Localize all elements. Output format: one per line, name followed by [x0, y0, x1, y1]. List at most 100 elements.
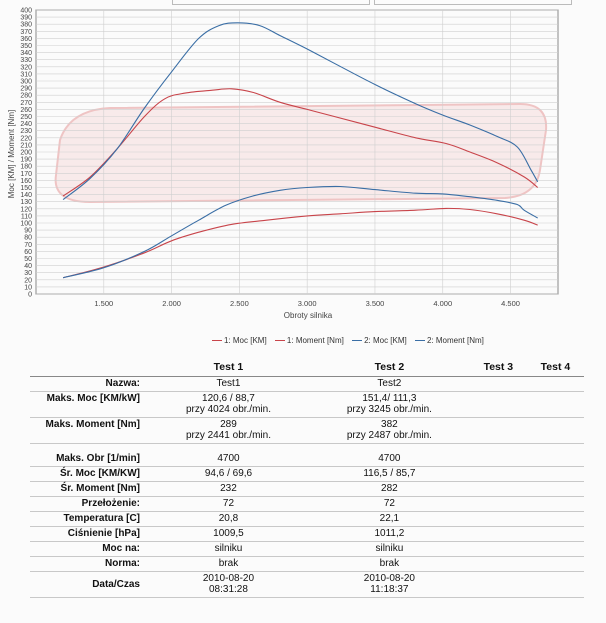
y-tick-label: 310	[20, 71, 32, 78]
cell-test-3	[469, 466, 527, 482]
cell-subvalue: przy 2487 obr./min.	[346, 430, 432, 441]
table-row: Temperatura [C] 20,8 22,1	[30, 511, 584, 527]
cell-test-3	[469, 571, 527, 598]
cell-test-1: 232	[148, 481, 309, 497]
legend-item-1: 1: Moc [KM]	[212, 336, 267, 345]
cell-subvalue: 08:31:28	[208, 584, 248, 595]
y-tick-label: 240	[20, 121, 32, 128]
y-tick-label: 30	[24, 270, 32, 277]
cell-test-4	[526, 417, 584, 444]
y-tick-label: 330	[20, 57, 32, 64]
cell-test-2: 22,1	[308, 511, 470, 527]
cell-test-1: 120,6 / 88,7 przy 4024 obr./min.	[148, 391, 309, 418]
cell-test-4	[526, 541, 584, 557]
y-tick-label: 250	[20, 114, 32, 121]
y-tick-label: 320	[20, 64, 32, 71]
cell-test-2: brak	[308, 556, 470, 572]
watermark-shape	[54, 102, 548, 204]
y-tick-label: 10	[24, 284, 32, 291]
y-tick-label: 100	[20, 221, 32, 228]
cell-test-2: 72	[308, 496, 470, 512]
header-test-3: Test 3	[469, 358, 527, 377]
results-table: Test 1 Test 2 Test 3 Test 4 Nazwa: Test1…	[30, 358, 584, 598]
cell-value: 289	[220, 419, 237, 430]
series-line-4	[62, 22, 539, 201]
cell-test-2: 151,4/ 111,3 przy 3245 obr./min.	[308, 391, 470, 418]
y-tick-label: 300	[20, 79, 32, 86]
cell-subvalue: przy 3245 obr./min.	[346, 404, 432, 415]
watermark-logo	[54, 102, 548, 204]
cell-test-4	[526, 452, 584, 467]
table-row: Maks. Moc [KM/kW] 120,6 / 88,7 przy 4024 …	[30, 391, 584, 418]
y-tick-label: 180	[20, 164, 32, 171]
cell-test-2: 382 przy 2487 obr./min.	[308, 417, 470, 444]
row-label: Temperatura [C]	[30, 511, 148, 527]
header-test-4: Test 4	[526, 358, 584, 377]
cell-test-4	[526, 496, 584, 512]
y-tick-label: 120	[20, 206, 32, 213]
cell-test-3	[469, 496, 527, 512]
legend-item-4: 2: Moment [Nm]	[414, 336, 484, 345]
cell-value: 2010-08-20	[363, 573, 415, 584]
series-line-2	[62, 88, 539, 197]
table-row: Nazwa: Test1 Test2	[30, 376, 584, 392]
cell-value: 120,6 / 88,7	[202, 393, 255, 404]
x-tick-label: 4.000	[433, 299, 452, 308]
row-label: Śr. Moment [Nm]	[30, 481, 148, 497]
cell-test-4	[526, 481, 584, 497]
row-label: Moc na:	[30, 541, 148, 557]
table-row: Ciśnienie [hPa] 1009,5 1011,2	[30, 526, 584, 542]
cell-test-1: 72	[148, 496, 309, 512]
cell-test-3	[469, 556, 527, 572]
y-tick-label: 150	[20, 185, 32, 192]
top-frame-left	[172, 0, 370, 5]
cell-test-4	[526, 526, 584, 542]
header-empty	[30, 358, 148, 377]
y-tick-label: 270	[20, 100, 32, 107]
cell-test-1: brak	[148, 556, 309, 572]
cell-test-4	[526, 511, 584, 527]
cell-test-2: 2010-08-20 11:18:37	[308, 571, 470, 598]
cell-test-4	[526, 571, 584, 598]
y-tick-label: 200	[20, 150, 32, 157]
cell-test-3	[469, 481, 527, 497]
chart-grid	[35, 9, 559, 295]
spacer-cell	[30, 444, 584, 453]
cell-test-1: silniku	[148, 541, 309, 557]
cell-value: 382	[381, 419, 398, 430]
cell-test-2: Test2	[308, 376, 470, 392]
legend-label: 1: Moment [Nm]	[286, 336, 344, 345]
series-line-1	[62, 207, 538, 279]
y-tick-label: 130	[20, 199, 32, 206]
y-tick-label: 220	[20, 135, 32, 142]
x-tick-label: 4.500	[501, 299, 520, 308]
cell-test-2: 282	[308, 481, 470, 497]
cell-test-2: 116,5 / 85,7	[308, 466, 470, 482]
cell-test-4	[526, 376, 584, 392]
cell-value: 2010-08-20	[202, 573, 255, 584]
y-axis-label: Moc [KM] / Moment [Nm]	[7, 110, 16, 198]
row-label: Przełożenie:	[30, 496, 148, 512]
cell-subvalue: przy 4024 obr./min.	[185, 404, 271, 415]
legend-item-3: 2: Moc [KM]	[352, 336, 407, 345]
cell-test-1: 1009,5	[148, 526, 309, 542]
y-tick-label: 90	[24, 228, 32, 235]
table-row: Moc na: silniku silniku	[30, 541, 584, 557]
table-row: Śr. Moment [Nm] 232 282	[30, 481, 584, 497]
chart-ticks: 0102030405060708090100110120130140150160…	[20, 8, 520, 309]
row-label: Maks. Moment [Nm]	[30, 417, 148, 444]
cell-test-1: 94,6 / 69,6	[148, 466, 309, 482]
y-tick-label: 80	[24, 235, 32, 242]
y-tick-label: 110	[21, 213, 32, 220]
x-tick-label: 2.500	[230, 299, 249, 308]
cell-test-2: 4700	[308, 452, 470, 467]
legend-label: 1: Moc [KM]	[224, 336, 267, 345]
y-tick-label: 360	[20, 36, 32, 43]
cell-test-4	[526, 556, 584, 572]
x-axis-label: Obroty silnika	[284, 311, 333, 320]
y-tick-label: 140	[20, 192, 32, 199]
cell-test-3	[469, 417, 527, 444]
y-tick-label: 170	[20, 171, 32, 178]
table-row: Przełożenie: 72 72	[30, 496, 584, 512]
y-tick-label: 290	[20, 86, 32, 93]
